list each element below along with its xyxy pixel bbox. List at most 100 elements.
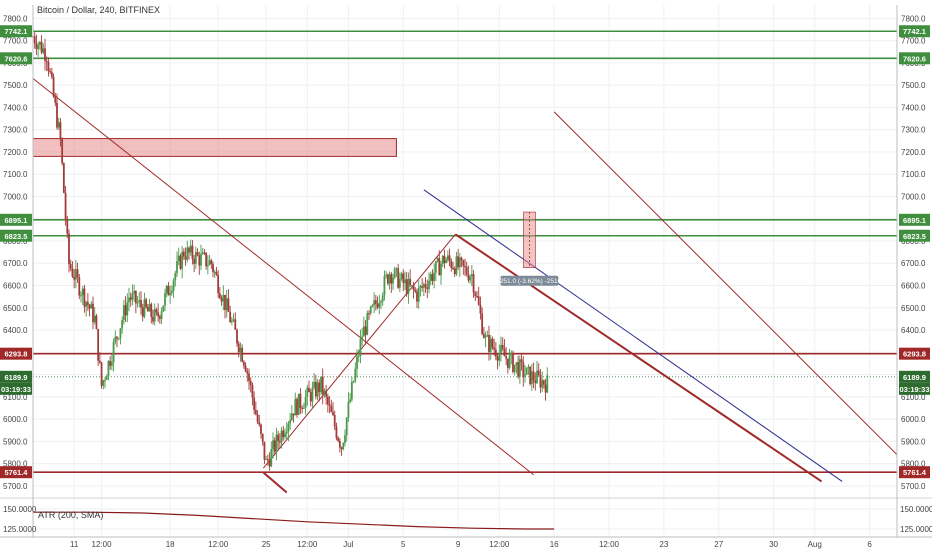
candle-body	[232, 319, 235, 321]
candle-body	[440, 263, 442, 276]
candle-body	[474, 292, 477, 297]
candle-body	[109, 360, 112, 366]
candle-body	[85, 301, 88, 307]
candle-body	[69, 264, 72, 269]
y-tick-label-right: 5700.0	[901, 482, 926, 491]
candle-body	[170, 290, 173, 293]
candle-body	[498, 352, 501, 361]
price-badge	[0, 25, 32, 38]
candle-body	[404, 279, 406, 284]
candle-body	[369, 306, 372, 314]
x-tick-label: Jul	[343, 540, 353, 549]
candle-body	[270, 449, 273, 467]
candle-body	[234, 319, 237, 330]
candle-body	[35, 43, 38, 50]
candle-body	[50, 72, 53, 77]
candle-body	[443, 255, 446, 264]
y-tick-label-left: 7000.0	[3, 192, 28, 201]
candle-body	[61, 138, 64, 164]
candle-body	[112, 341, 115, 363]
candle-body	[265, 459, 268, 461]
candle-body	[501, 344, 504, 349]
candle-body	[390, 274, 393, 284]
candle-body	[445, 260, 448, 264]
candle-body	[506, 358, 509, 368]
candle-body	[98, 360, 101, 363]
y-tick-label-right: 7700.0	[901, 37, 926, 46]
candle-body	[62, 163, 65, 193]
x-tick-label: Aug	[808, 540, 822, 549]
price-badge-text: 5761.4	[5, 468, 29, 477]
x-tick-label: 25	[262, 540, 271, 549]
candle-body	[273, 440, 276, 452]
y-tick-label-right: 6600.0	[901, 282, 926, 291]
x-tick-label: 6	[867, 540, 872, 549]
candle-body	[493, 347, 496, 350]
candle-body	[544, 384, 547, 393]
candle-body	[93, 315, 96, 323]
candle-body	[410, 285, 413, 287]
price-badge	[899, 213, 930, 226]
candle-body	[482, 333, 485, 338]
y-tick-label-right: 6500.0	[901, 304, 926, 313]
candle-body	[491, 338, 494, 348]
y-tick-label-left: 6700.0	[3, 259, 28, 268]
price-badge	[0, 382, 32, 395]
candle-body	[436, 258, 439, 262]
candle-body	[416, 291, 418, 302]
candle-body	[285, 431, 288, 434]
candle-body	[205, 252, 208, 267]
candle-body	[476, 296, 478, 298]
candle-body	[371, 305, 374, 307]
candle-body	[133, 290, 136, 294]
candle-body	[126, 302, 129, 316]
candle-body	[242, 361, 245, 366]
y-tick-label-left: 6500.0	[3, 304, 28, 313]
trend-line[interactable]	[454, 233, 823, 483]
candle-body	[388, 274, 391, 284]
x-tick-label: 12:00	[92, 540, 113, 549]
candle-body	[256, 414, 259, 422]
price-badge	[899, 229, 930, 242]
indicator-tick-left: 150.0000	[3, 505, 37, 514]
candle-body	[419, 286, 422, 289]
candle-body	[105, 376, 108, 380]
candle-body	[237, 343, 240, 353]
trend-line[interactable]	[262, 471, 288, 494]
candle-body	[76, 269, 79, 278]
candle-body	[210, 260, 213, 264]
candle-body	[464, 266, 466, 268]
trend-line[interactable]	[263, 233, 456, 469]
trend-lines[interactable]	[32, 78, 898, 494]
candle-body	[236, 329, 238, 344]
trend-line[interactable]	[423, 189, 843, 482]
candle-body	[505, 356, 508, 359]
price-badge-text: 7620.6	[903, 54, 926, 63]
measure-tool[interactable]: -251.0 (-3.62%) -2510	[498, 211, 562, 286]
price-badge	[0, 52, 32, 65]
y-tick-label-right: 5800.0	[901, 460, 926, 469]
candle-body	[309, 392, 312, 402]
price-badge-text: 6293.8	[5, 350, 28, 359]
candle-body	[525, 367, 528, 375]
price-badge	[899, 370, 930, 383]
resistance-zone[interactable]	[32, 138, 397, 157]
price-badge-text: 6189.9	[5, 373, 28, 382]
candle-body	[357, 355, 360, 357]
trend-line[interactable]	[553, 111, 898, 456]
candle-body	[333, 414, 336, 427]
atr-line	[33, 511, 555, 530]
y-tick-label-left: 7800.0	[3, 14, 28, 23]
candle-body	[438, 258, 441, 276]
trend-line[interactable]	[32, 78, 534, 476]
candle-body	[380, 301, 382, 303]
candle-body	[508, 355, 511, 368]
candle-body	[225, 298, 228, 310]
candle-body	[59, 122, 62, 139]
horizontal-levels[interactable]	[33, 30, 897, 473]
candle-body	[349, 399, 352, 402]
candle-body	[359, 338, 362, 356]
axes: 5700.0 5700.0 5800.0 5800.0 5900.0 5900.0 6000…	[0, 5, 932, 549]
candle-body	[530, 371, 533, 384]
